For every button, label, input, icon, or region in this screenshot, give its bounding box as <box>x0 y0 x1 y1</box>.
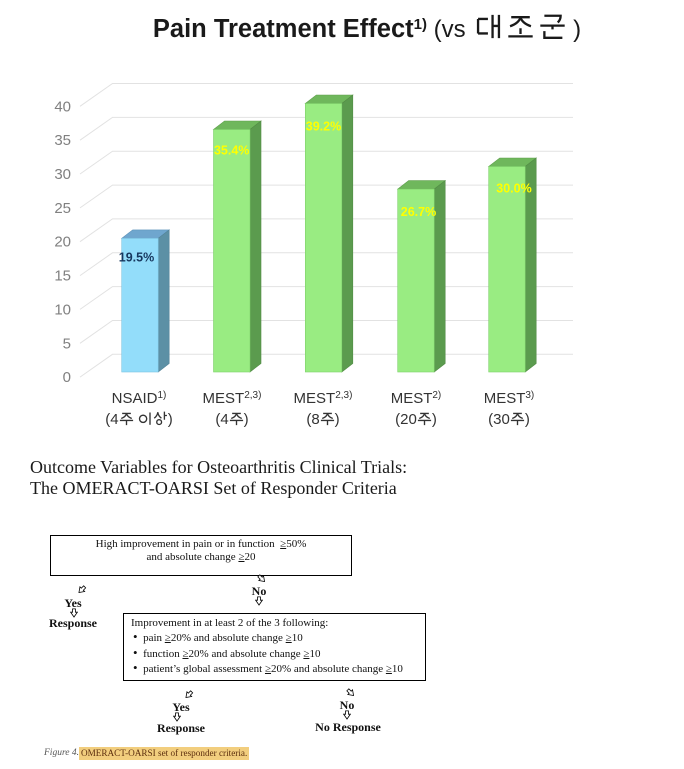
svg-text:15: 15 <box>54 268 71 285</box>
svg-text:10: 10 <box>54 301 71 318</box>
svg-text:30: 30 <box>54 166 71 183</box>
svg-text:35.4%: 35.4% <box>214 144 249 158</box>
svg-text:20: 20 <box>54 234 71 251</box>
svg-text:39.2%: 39.2% <box>306 120 341 134</box>
svg-text:5: 5 <box>63 335 71 352</box>
svg-text:35: 35 <box>54 132 71 149</box>
svg-text:40: 40 <box>54 98 71 115</box>
svg-text:19.5%: 19.5% <box>119 251 154 265</box>
svg-text:26.7%: 26.7% <box>401 205 436 219</box>
svg-text:0: 0 <box>63 369 71 386</box>
svg-text:25: 25 <box>54 200 71 217</box>
svg-text:30.0%: 30.0% <box>496 182 531 196</box>
